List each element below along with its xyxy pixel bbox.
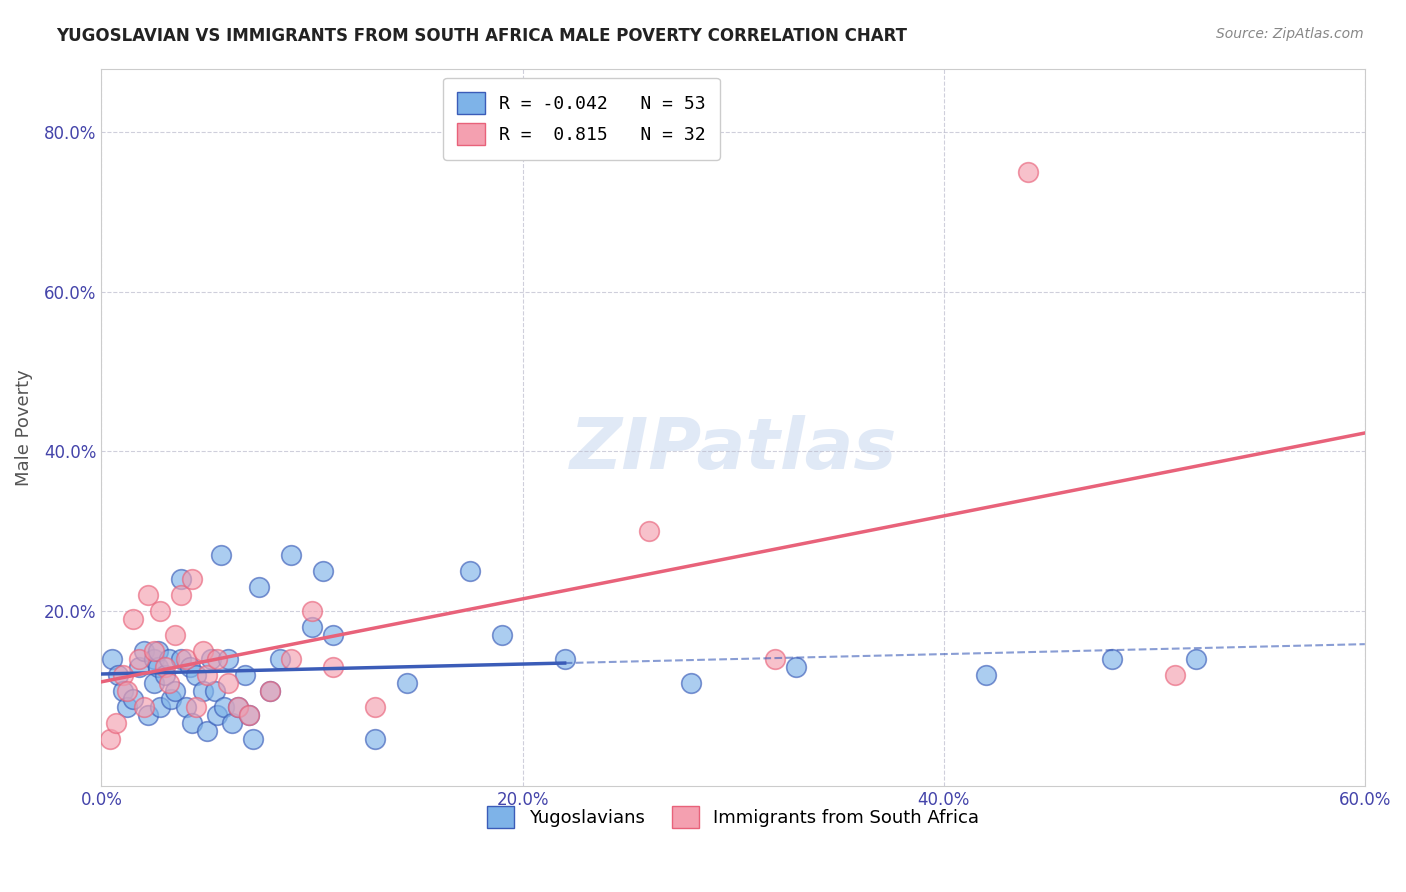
Point	[763, 652, 786, 666]
Point	[207, 707, 229, 722]
Point	[233, 667, 256, 681]
Point	[280, 652, 302, 666]
Point	[143, 644, 166, 658]
Point	[211, 548, 233, 562]
Point	[364, 699, 387, 714]
Point	[395, 675, 418, 690]
Point	[491, 628, 513, 642]
Point	[364, 731, 387, 746]
Point	[165, 683, 187, 698]
Point	[259, 683, 281, 698]
Point	[301, 620, 323, 634]
Point	[259, 683, 281, 698]
Point	[1164, 667, 1187, 681]
Point	[115, 683, 138, 698]
Point	[1101, 652, 1123, 666]
Point	[111, 683, 134, 698]
Point	[181, 715, 204, 730]
Point	[974, 667, 997, 681]
Point	[228, 699, 250, 714]
Point	[311, 564, 333, 578]
Point	[217, 675, 239, 690]
Point	[186, 667, 208, 681]
Point	[101, 652, 124, 666]
Point	[98, 731, 121, 746]
Point	[122, 691, 145, 706]
Point	[157, 652, 180, 666]
Point	[136, 588, 159, 602]
Text: YUGOSLAVIAN VS IMMIGRANTS FROM SOUTH AFRICA MALE POVERTY CORRELATION CHART: YUGOSLAVIAN VS IMMIGRANTS FROM SOUTH AFR…	[56, 27, 907, 45]
Point	[207, 652, 229, 666]
Point	[191, 644, 214, 658]
Point	[107, 667, 129, 681]
Point	[132, 699, 155, 714]
Point	[322, 660, 344, 674]
Point	[458, 564, 481, 578]
Point	[174, 652, 197, 666]
Point	[217, 652, 239, 666]
Point	[280, 548, 302, 562]
Point	[301, 604, 323, 618]
Legend: Yugoslavians, Immigrants from South Africa: Yugoslavians, Immigrants from South Afri…	[479, 798, 987, 835]
Point	[132, 644, 155, 658]
Point	[174, 699, 197, 714]
Point	[181, 572, 204, 586]
Y-axis label: Male Poverty: Male Poverty	[15, 369, 32, 486]
Point	[242, 731, 264, 746]
Point	[149, 699, 172, 714]
Point	[195, 723, 218, 738]
Point	[153, 667, 176, 681]
Point	[1017, 165, 1039, 179]
Point	[115, 699, 138, 714]
Text: Source: ZipAtlas.com: Source: ZipAtlas.com	[1216, 27, 1364, 41]
Point	[149, 604, 172, 618]
Point	[638, 524, 661, 539]
Point	[200, 652, 222, 666]
Point	[221, 715, 243, 730]
Point	[111, 667, 134, 681]
Point	[122, 612, 145, 626]
Point	[238, 707, 260, 722]
Point	[157, 675, 180, 690]
Point	[238, 707, 260, 722]
Point	[165, 628, 187, 642]
Point	[195, 667, 218, 681]
Point	[212, 699, 235, 714]
Point	[170, 588, 193, 602]
Point	[136, 707, 159, 722]
Point	[170, 652, 193, 666]
Point	[191, 683, 214, 698]
Point	[228, 699, 250, 714]
Point	[128, 660, 150, 674]
Point	[247, 580, 270, 594]
Point	[170, 572, 193, 586]
Point	[143, 675, 166, 690]
Point	[269, 652, 291, 666]
Point	[148, 660, 170, 674]
Point	[160, 691, 183, 706]
Point	[204, 683, 226, 698]
Point	[322, 628, 344, 642]
Point	[1185, 652, 1208, 666]
Point	[128, 652, 150, 666]
Point	[554, 652, 576, 666]
Point	[186, 699, 208, 714]
Point	[179, 660, 201, 674]
Point	[785, 660, 807, 674]
Point	[679, 675, 702, 690]
Text: ZIPatlas: ZIPatlas	[569, 415, 897, 483]
Point	[105, 715, 128, 730]
Point	[143, 652, 166, 666]
Point	[148, 644, 170, 658]
Point	[153, 660, 176, 674]
